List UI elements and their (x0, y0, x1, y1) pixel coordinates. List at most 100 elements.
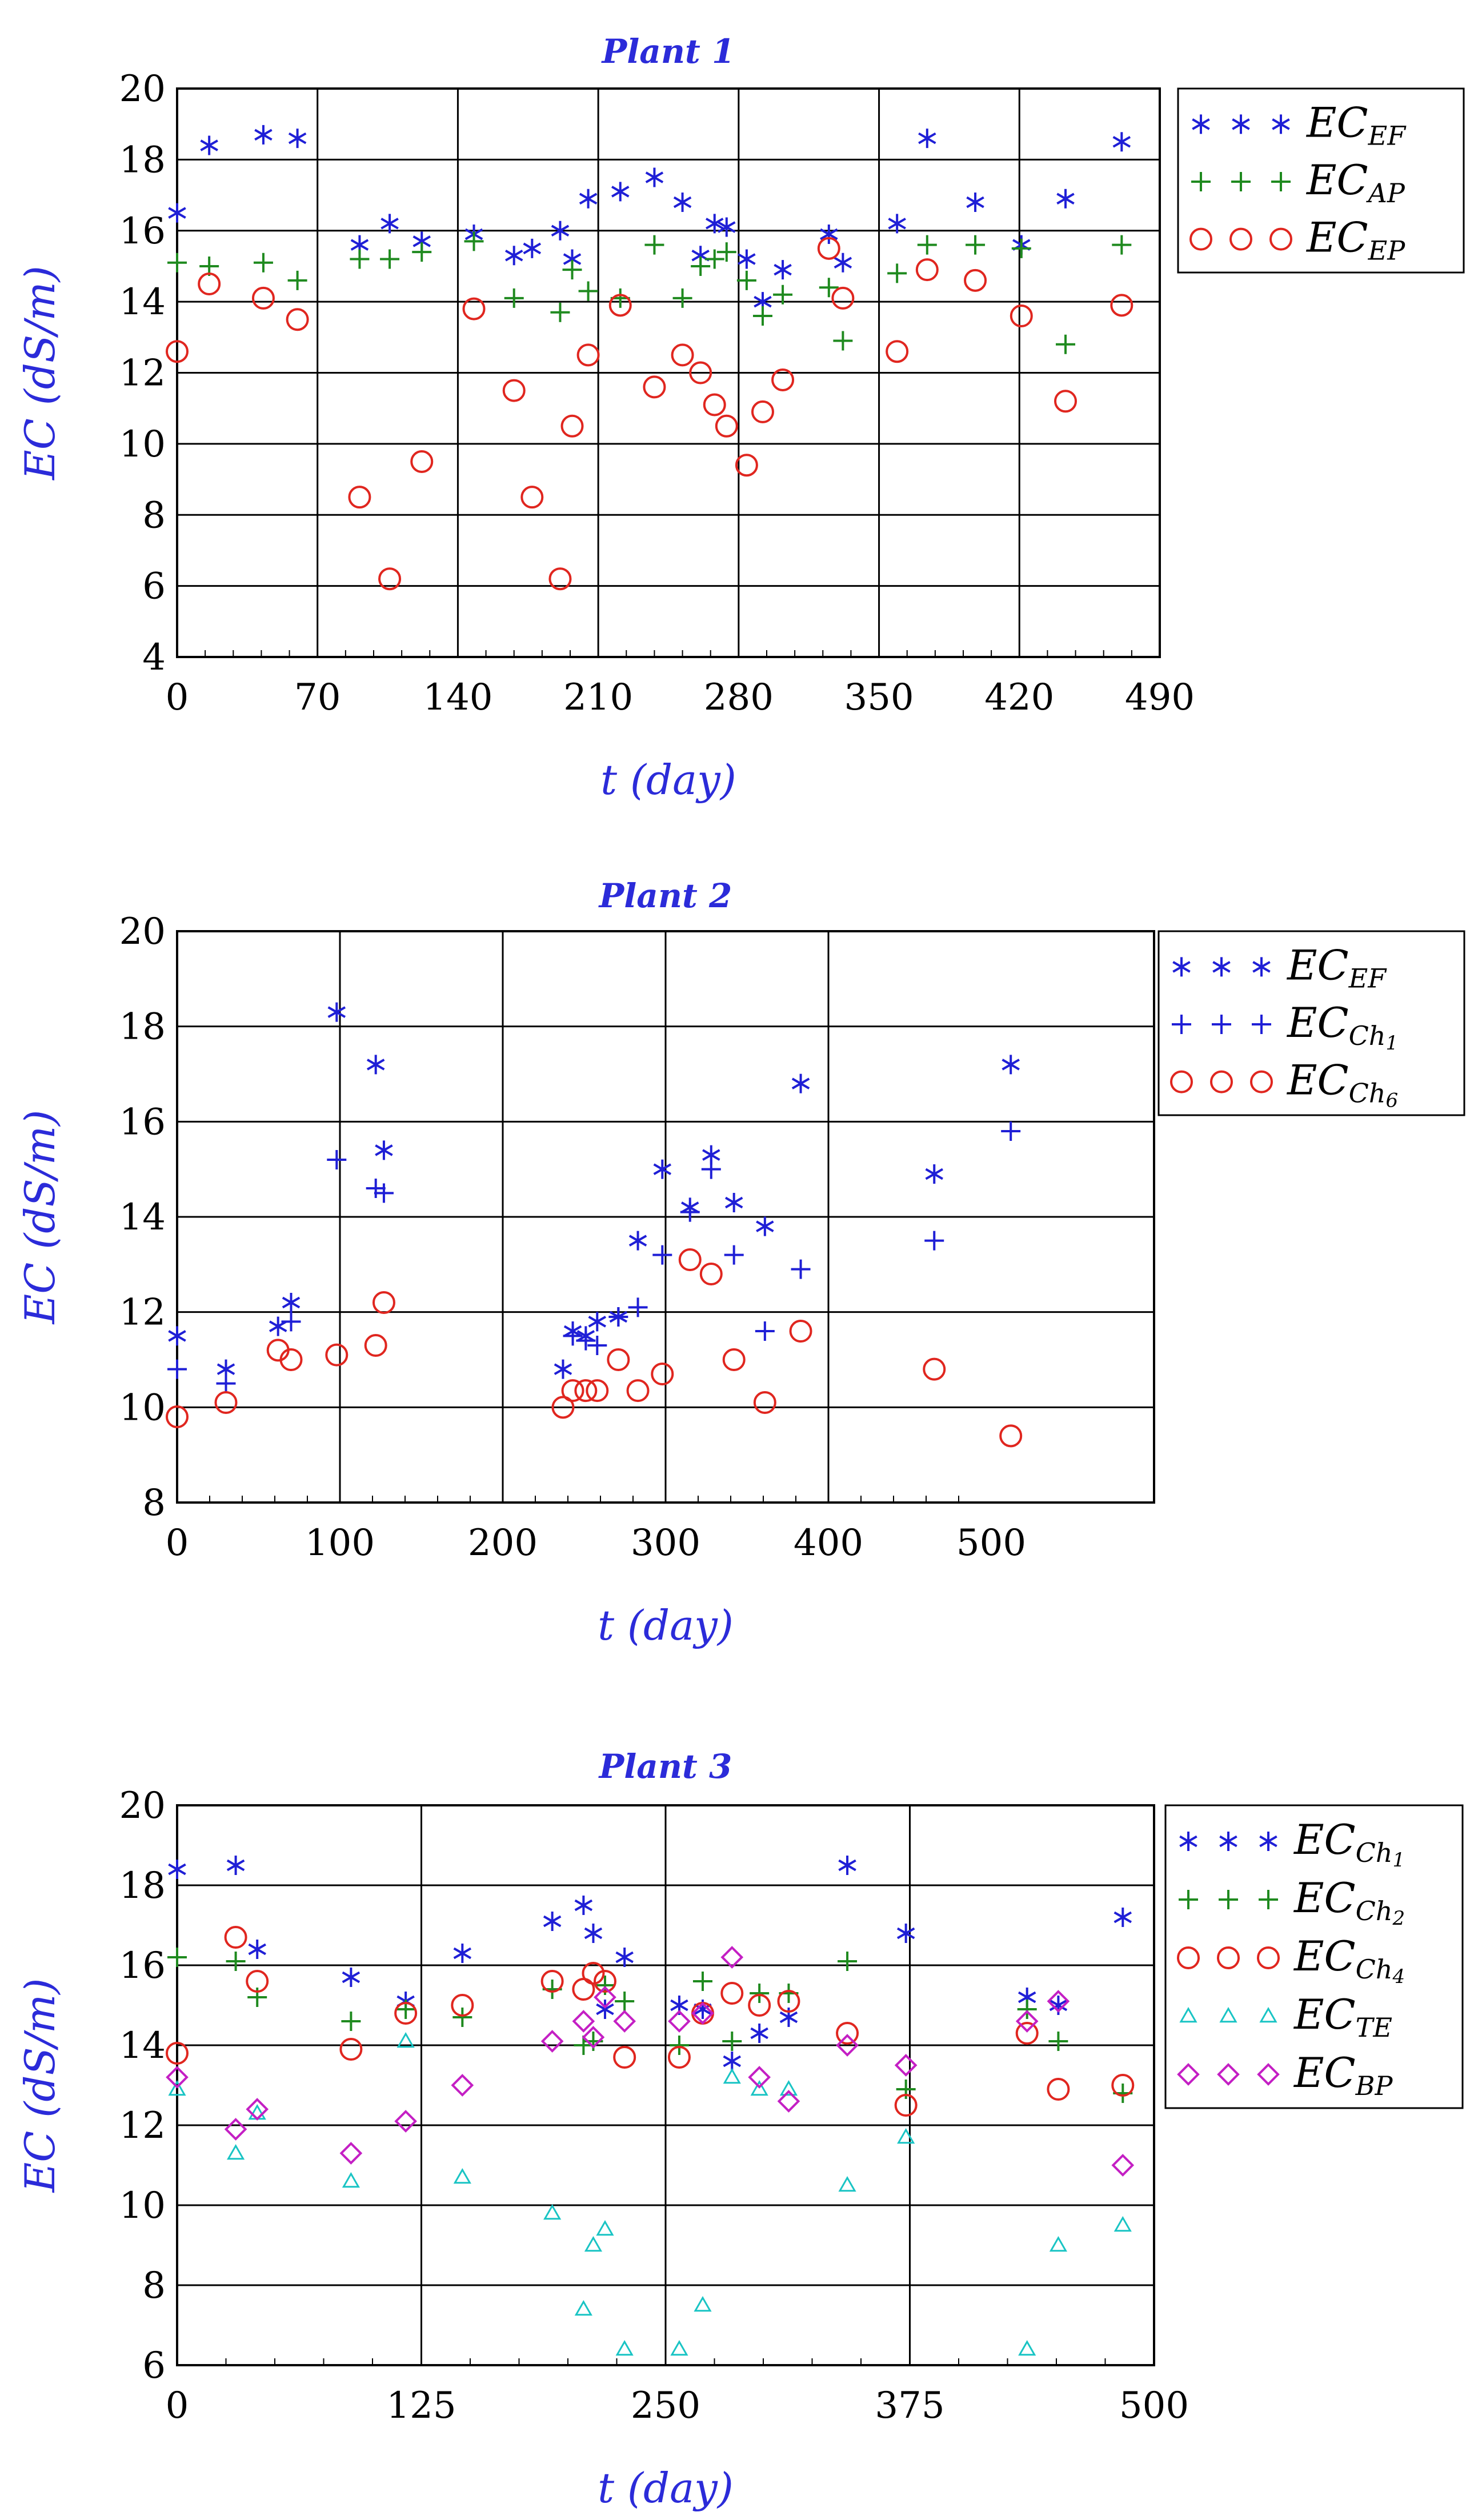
data-point (576, 343, 600, 367)
data-point (615, 2339, 634, 2356)
series-EC_TE (168, 2032, 1132, 2356)
data-point (669, 2036, 689, 2055)
data-point (771, 368, 795, 391)
data-point (551, 221, 570, 241)
legend-marker (1269, 227, 1292, 251)
legend-marker (1191, 172, 1211, 191)
data-point (578, 281, 598, 301)
data-point (831, 286, 855, 310)
data-point (584, 1924, 603, 1943)
y-tick-label: 20 (119, 911, 166, 953)
y-axis-label: EC (dS/m) (16, 1110, 64, 1325)
data-point (453, 2168, 471, 2184)
data-point (748, 2066, 771, 2089)
legend-marker (1177, 2063, 1200, 2086)
legend-label-0: ECEF (1305, 98, 1407, 151)
data-point (1002, 1055, 1020, 1075)
data-point (1015, 2022, 1039, 2045)
data-point (584, 2235, 603, 2252)
y-tick-label: 8 (142, 494, 166, 536)
y-tick-label: 4 (142, 636, 166, 679)
data-point (327, 1150, 347, 1169)
data-point (166, 340, 189, 363)
plot-frame (176, 87, 1161, 658)
y-tick-label: 14 (119, 2025, 166, 2067)
data-point (594, 1986, 616, 2009)
data-point (820, 224, 838, 244)
data-point (279, 1348, 303, 1371)
data-point (735, 454, 758, 477)
y-tick-label: 14 (119, 281, 166, 323)
data-point (819, 278, 839, 298)
data-point (615, 1992, 635, 2011)
legend-label-0: ECEF (1286, 941, 1387, 993)
series-EC_Ch6 (166, 1248, 1023, 1448)
data-point (380, 249, 400, 269)
data-point (574, 1896, 593, 1915)
legend-marker (1189, 227, 1212, 251)
y-tick-label: 18 (119, 1006, 166, 1048)
data-point (572, 2010, 595, 2033)
x-tick-label: 0 (166, 1522, 189, 1564)
data-point (923, 1357, 946, 1381)
y-tick-label: 10 (119, 1387, 166, 1429)
legend-marker (1192, 114, 1210, 134)
data-point (551, 1396, 575, 1419)
series-EC_EP (166, 237, 1133, 591)
data-point (645, 167, 664, 187)
data-point (504, 288, 524, 308)
data-point (380, 214, 399, 234)
legend-label-3: ECTE (1293, 1990, 1392, 2043)
data-point (350, 249, 370, 269)
x-tick-label: 350 (844, 676, 914, 719)
data-point (166, 2066, 189, 2089)
plot-frame (176, 1804, 1155, 2366)
data-point (588, 1312, 607, 1332)
data-point (167, 253, 187, 273)
data-point (342, 2172, 360, 2188)
legend-marker (1257, 2063, 1280, 2086)
data-point (777, 2090, 800, 2113)
data-point (562, 260, 582, 280)
data-point (720, 1982, 744, 2005)
data-point (887, 263, 907, 283)
data-point (543, 1912, 562, 1931)
data-point (281, 1312, 301, 1332)
x-tick-label: 210 (563, 676, 633, 719)
data-point (888, 214, 906, 234)
data-point (282, 1293, 301, 1312)
data-point (689, 361, 712, 384)
legend-marker (1259, 1890, 1278, 1909)
legend-marker (1271, 172, 1291, 191)
data-point (593, 1970, 616, 1993)
x-tick-label: 300 (631, 1522, 700, 1564)
data-point (756, 1216, 774, 1236)
data-point (412, 242, 432, 262)
y-tick-label: 20 (119, 68, 166, 110)
data-point (691, 2002, 714, 2025)
data-point (410, 450, 434, 473)
data-point (224, 1926, 247, 1949)
x-tick-label: 420 (984, 676, 1054, 719)
data-point (611, 182, 630, 202)
x-tick-label: 500 (1119, 2385, 1189, 2427)
data-point (366, 1055, 385, 1075)
data-point (1048, 2032, 1068, 2051)
legend-box (1157, 930, 1465, 1116)
x-axis-label: t (day) (600, 756, 736, 804)
data-point (706, 214, 724, 234)
data-point (1011, 238, 1031, 258)
data-point (1110, 294, 1133, 317)
data-point (1056, 189, 1075, 209)
data-point (226, 1856, 245, 1875)
data-point (366, 1179, 386, 1198)
chart-2: 0 100 200 300 400 500 8 10 12 14 16 18 20 Plant 2 t (d… (16, 876, 1465, 1649)
data-point (1010, 305, 1033, 327)
data-point (773, 285, 793, 305)
data-point (752, 306, 772, 326)
data-point (613, 2010, 636, 2033)
data-point (838, 1856, 856, 1875)
chart-1: 0 70 140 210 280 350 420 490 4 6 8 10 12 14 16 18 20 Plan… (16, 32, 1465, 804)
